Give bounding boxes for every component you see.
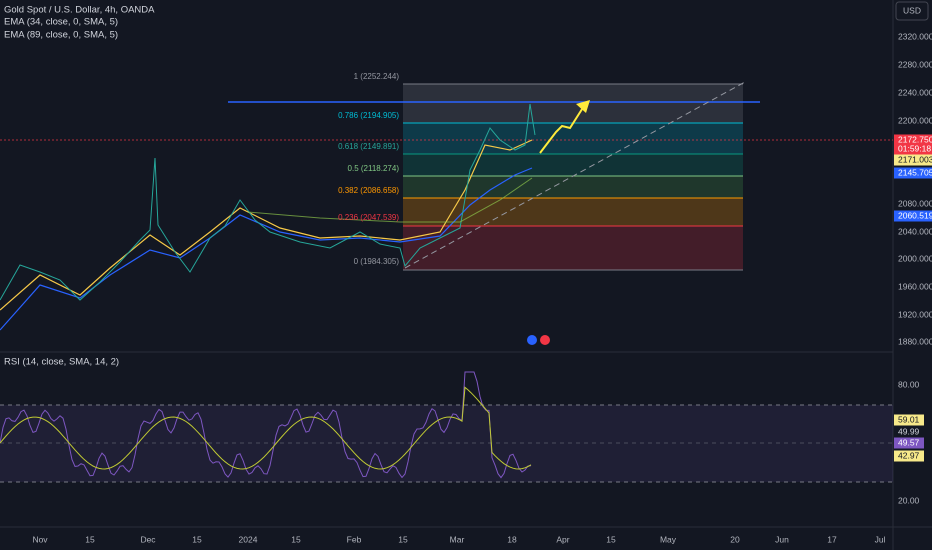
projection-arrow xyxy=(539,105,585,154)
price-tag xyxy=(894,167,932,179)
currency[interactable]: USD xyxy=(903,5,921,15)
fib-label: 1 (2252.244) xyxy=(354,72,400,81)
price-tag-label: 2172.750 xyxy=(898,134,932,144)
rsi-tag-label: 42.97 xyxy=(898,450,920,460)
rsi-tag xyxy=(894,437,924,449)
time-label: Dec xyxy=(140,534,156,544)
time-label: 2024 xyxy=(239,534,258,544)
rsi-title: RSI (14, close, SMA, 14, 2) xyxy=(4,357,119,368)
time-label: 15 xyxy=(291,534,301,544)
price-tag xyxy=(894,210,932,222)
price-label: 1920.000 xyxy=(898,309,932,319)
time-label: 15 xyxy=(398,534,408,544)
time-label: May xyxy=(660,534,677,544)
event-icon[interactable] xyxy=(527,335,537,345)
price-tag-label: 2171.003 xyxy=(898,154,932,164)
price-label: 2040.000 xyxy=(898,226,932,236)
symbol: Gold Spot / U.S. Dollar, 4h, OANDA xyxy=(4,5,155,16)
event-icon[interactable] xyxy=(540,335,550,345)
rsi-tag-label: 49.99 xyxy=(898,426,920,436)
rsi-tag xyxy=(894,426,924,438)
indicator-line xyxy=(247,177,533,223)
price-label: 2080.000 xyxy=(898,198,932,208)
time-label: Apr xyxy=(556,534,569,544)
rsi-band xyxy=(0,405,893,482)
fib-label: 0.5 (2118.274) xyxy=(348,164,400,173)
price-tag-label: 01:59:18 xyxy=(898,143,931,153)
price-label: 2240.000 xyxy=(898,87,932,97)
time-label: 15 xyxy=(85,534,95,544)
fib-label: 0 (1984.305) xyxy=(354,257,400,266)
rsi-tag xyxy=(894,414,924,426)
time-label: Nov xyxy=(32,534,48,544)
rsi-axis-label: 20.00 xyxy=(898,495,920,505)
fib-retracement xyxy=(403,83,743,271)
price-label: 2280.000 xyxy=(898,59,932,69)
rsi-tag xyxy=(894,450,924,462)
price-tag-label: 2060.519 xyxy=(898,210,932,220)
time-label: 17 xyxy=(827,534,837,544)
time-label: Jun xyxy=(775,534,789,544)
indicator: EMA (89, close, 0, SMA, 5) xyxy=(4,30,118,41)
time-label: Mar xyxy=(450,534,465,544)
price-label: 2000.000 xyxy=(898,253,932,263)
fib-label: 0.786 (2194.905) xyxy=(338,111,399,120)
price-label: 2320.000 xyxy=(898,31,932,41)
price-tag xyxy=(894,143,932,155)
price-series xyxy=(0,103,536,301)
trend-line xyxy=(404,81,746,269)
price-tag-label: 2145.705 xyxy=(898,167,932,177)
price-label: 2200.000 xyxy=(898,115,932,125)
indicator: EMA (34, close, 0, SMA, 5) xyxy=(4,17,118,28)
price-label: 1960.000 xyxy=(898,281,932,291)
price-tag xyxy=(894,154,932,166)
fib-label: 0.382 (2086.658) xyxy=(338,186,399,195)
rsi-axis-label: 80.00 xyxy=(898,379,920,389)
fib-label: 0.236 (2047.539) xyxy=(338,213,399,222)
time-label: 20 xyxy=(730,534,740,544)
rsi-line xyxy=(0,371,532,479)
price-label: 1880.000 xyxy=(898,336,932,346)
time-label: 18 xyxy=(507,534,517,544)
rsi-tag-label: 59.01 xyxy=(898,414,920,424)
time-label: 15 xyxy=(606,534,616,544)
time-label: 15 xyxy=(192,534,202,544)
currency-button[interactable] xyxy=(895,1,929,21)
time-label: Jul xyxy=(875,534,886,544)
fib-label: 0.618 (2149.891) xyxy=(338,142,399,151)
ema-34 xyxy=(0,139,533,311)
time-label: Feb xyxy=(347,534,362,544)
price-tag xyxy=(894,134,932,146)
arrow-head xyxy=(576,100,590,113)
rsi-tag-label: 49.57 xyxy=(898,437,920,447)
rsi-ma xyxy=(0,386,532,470)
